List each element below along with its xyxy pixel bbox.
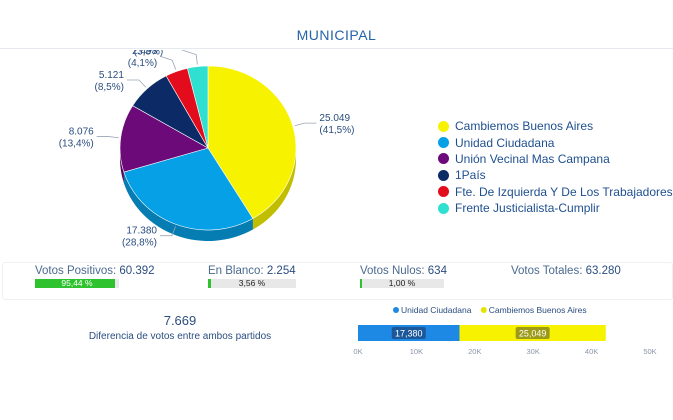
legend-label: 1País [455, 168, 486, 183]
pie-legend: Cambiemos Buenos Aires Unidad Ciudadana Un… [438, 118, 673, 216]
stat-positivos-label: Votos Positivos: [35, 265, 117, 277]
stat-blanco: En Blanco: 2.254 [208, 265, 296, 277]
bar-axis-tick: 10K [410, 347, 423, 356]
stat-totales-label: Votos Totales: [511, 265, 583, 277]
comparison-bar-chart[interactable]: Unidad Ciudadana Cambiemos Buenos Aires 17… [350, 300, 670, 380]
bar-label-bg-0 [391, 327, 426, 339]
title-divider [0, 48, 673, 49]
pie-leader-3 [126, 79, 147, 88]
bar-legend-label-1: Cambiemos Buenos Aires [489, 305, 587, 315]
blanco-bar: 3,56 % [208, 278, 296, 288]
legend-item[interactable]: Cambiemos Buenos Aires [438, 118, 673, 134]
nulos-bar-fill [360, 279, 362, 288]
stat-blanco-label: En Blanco: [208, 265, 264, 277]
pie-slice-5[interactable] [187, 65, 209, 149]
pie-slice-1[interactable] [123, 147, 254, 231]
pie-label-pct-4: (4,1%) [128, 58, 157, 69]
legend-label: Unidad Ciudadana [455, 135, 555, 150]
stat-nulos-value: 634 [427, 265, 447, 277]
stat-totales: Votos Totales: 63.280 [511, 265, 621, 277]
pie-slice-2[interactable] [119, 105, 209, 173]
bar-axis-tick: 0K [353, 347, 362, 356]
positivos-bar-text: 95,44 % [61, 278, 93, 288]
stat-blanco-value: 2.254 [266, 265, 296, 277]
legend-marker [438, 153, 449, 165]
legend-marker [438, 169, 449, 181]
pie-label-value-4: 2.493 [132, 50, 157, 57]
pie-side-1 [123, 172, 253, 241]
legend-item[interactable]: Fte. De Izquierda Y De Los Trabajadores [438, 184, 673, 200]
pie-label-value-0: 25.049 [319, 113, 350, 124]
bar-label-0: 17,380 [395, 329, 423, 339]
stat-positivos-value: 60.392 [119, 265, 155, 277]
difference-label: Diferencia de votos entre ambos partidos [88, 331, 272, 342]
bar-legend-marker-0 [393, 307, 399, 313]
pie-leader-5 [180, 50, 198, 65]
pie-label-value-2: 8.076 [69, 127, 94, 138]
legend-marker [438, 120, 449, 132]
pie-leader-2 [96, 136, 119, 139]
pie-side-0 [252, 148, 296, 230]
stat-nulos-label: Votos Nulos: [360, 265, 425, 277]
stat-nulos: Votos Nulos: 634 [360, 265, 447, 277]
legend-marker [438, 186, 449, 198]
bar-label-1: 25,049 [519, 329, 547, 339]
pie-leader-4 [160, 55, 177, 70]
blanco-bar-text: 3,56 % [238, 278, 266, 288]
pie-leader-0 [294, 122, 317, 127]
stat-totales-value: 63.280 [585, 265, 621, 277]
legend-marker [438, 137, 449, 149]
legend-marker [438, 202, 449, 214]
pie-label-pct-3: (8,5%) [94, 82, 123, 93]
bar-axis-tick: 20K [468, 347, 481, 356]
legend-item[interactable]: Unión Vecinal Mas Campana [438, 151, 673, 167]
legend-item[interactable]: 1País [438, 167, 673, 183]
legend-label: Cambiemos Buenos Aires [455, 119, 594, 134]
stat-positivos: Votos Positivos: 60.392 [35, 265, 155, 277]
legend-label: Frente Justicialista-Cumplir [455, 201, 600, 216]
legend-label: Fte. De Izquierda Y De Los Trabajadores [455, 184, 673, 199]
pie-label-pct-0: (41,5%) [319, 125, 354, 136]
pie-label-pct-1: (28,8%) [122, 238, 157, 249]
bar-legend-marker-1 [480, 307, 487, 313]
pie-chart[interactable]: 25.049(41,5%) 17.380(28,8%) 8.076(13,4%) 5.… [0, 50, 420, 260]
bar-axis-tick: 40K [585, 347, 598, 356]
pie-label-pct-2: (13,4%) [59, 139, 94, 150]
bar-axis-tick: 50K [643, 347, 656, 356]
pie-label-pct-5: (3,8%) [134, 50, 163, 58]
legend-item[interactable]: Frente Justicialista-Cumplir [438, 200, 673, 216]
legend-label: Unión Vecinal Mas Campana [455, 151, 610, 166]
difference-value: 7.669 [163, 313, 197, 328]
page-title: MUNICIPAL [296, 27, 377, 43]
pie-label-value-1: 17.380 [126, 226, 157, 237]
bar-legend-label-0: Unidad Ciudadana [401, 305, 472, 315]
blanco-bar-fill [208, 279, 212, 288]
pie-leader-1 [159, 226, 176, 237]
pie-slice-0[interactable] [207, 65, 297, 219]
bar-axis-tick: 30K [527, 347, 540, 356]
positivos-bar: 95,44 % [35, 278, 119, 288]
positivos-bar-fill [35, 279, 116, 288]
pie-label-value-3: 5.121 [99, 70, 124, 81]
nulos-bar-text: 1,00 % [388, 278, 416, 288]
legend-item[interactable]: Unidad Ciudadana [438, 134, 673, 150]
bar-label-bg-1 [515, 327, 550, 339]
nulos-bar: 1,00 % [360, 278, 444, 288]
